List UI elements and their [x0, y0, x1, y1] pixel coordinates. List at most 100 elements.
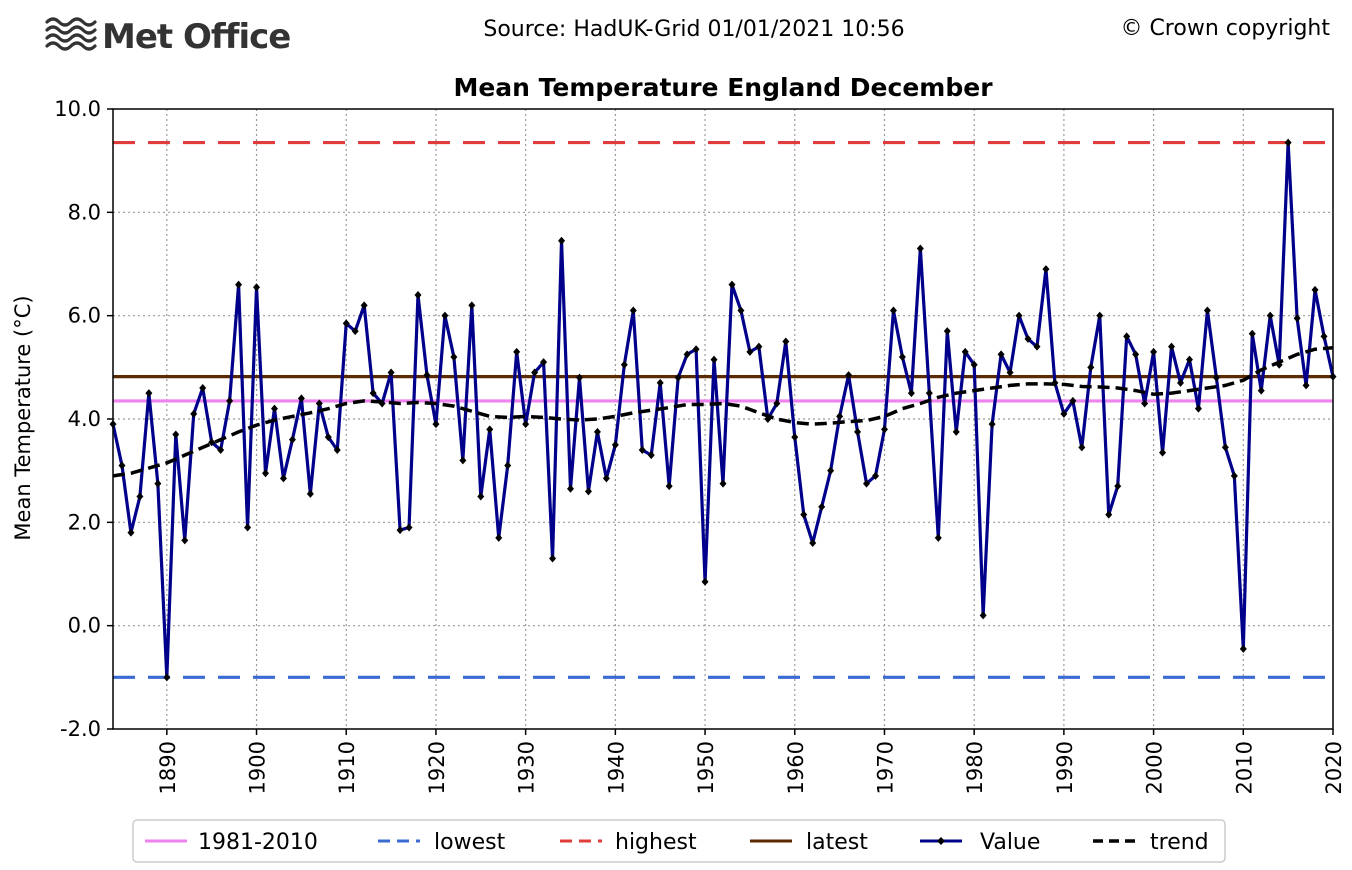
legend-label-baseline: 1981-2010	[198, 830, 318, 855]
value-point	[1123, 332, 1131, 341]
x-tick-label: 1990	[1053, 741, 1077, 794]
waves-icon	[45, 17, 97, 51]
legend-item-value: Value	[920, 830, 1040, 855]
value-point	[1033, 342, 1041, 351]
value-point	[279, 474, 287, 483]
value-point	[602, 474, 610, 483]
value-point	[163, 673, 171, 682]
value-point	[1230, 471, 1238, 480]
value-point	[181, 536, 189, 545]
value-point	[342, 319, 350, 328]
value-point	[387, 368, 395, 377]
value-point	[728, 280, 736, 289]
value-point	[262, 469, 269, 478]
value-point	[558, 236, 566, 245]
x-tick-label: 2020	[1322, 741, 1346, 794]
value-point	[1006, 368, 1014, 377]
value-point	[1087, 363, 1095, 372]
value-point	[656, 378, 664, 387]
value-point	[486, 425, 494, 434]
value-point	[809, 539, 817, 547]
value-point	[889, 306, 897, 315]
x-tick-label: 1960	[784, 741, 808, 794]
value-point	[1212, 373, 1220, 382]
x-tick-label: 1910	[335, 741, 359, 794]
legend-label-trend: trend	[1150, 830, 1209, 855]
value-point	[244, 523, 252, 532]
value-point	[270, 404, 278, 413]
value-point	[567, 484, 574, 493]
legend: 1981-2010 lowest highest latest Value tr…	[132, 819, 1226, 863]
value-point	[513, 347, 521, 356]
value-point	[719, 479, 727, 488]
value-point	[369, 389, 377, 398]
y-tick-label: 10.0	[54, 97, 101, 121]
value-point	[845, 371, 853, 380]
value-point	[154, 479, 162, 488]
y-tick-label: 4.0	[68, 407, 101, 431]
value-point	[1302, 381, 1310, 390]
value-point	[1042, 265, 1050, 274]
value-point	[549, 554, 557, 563]
value-point	[1105, 510, 1113, 519]
x-tick-label: 2010	[1232, 741, 1256, 794]
value-point	[952, 427, 960, 436]
value-point	[1266, 311, 1274, 320]
value-point	[333, 446, 341, 454]
value-point	[423, 371, 431, 380]
value-point	[665, 482, 673, 491]
value-point	[979, 611, 987, 620]
value-point	[1114, 482, 1122, 491]
value-point	[961, 347, 969, 356]
legend-item-baseline: 1981-2010	[145, 830, 318, 855]
x-tick-label: 1900	[246, 741, 270, 794]
value-point	[199, 384, 207, 392]
value-point	[315, 399, 323, 408]
value-point	[1320, 332, 1328, 341]
value-point	[1293, 314, 1301, 323]
value-point	[1132, 350, 1140, 359]
value-point	[898, 353, 906, 361]
copyright-text: © Crown copyright	[1120, 16, 1330, 41]
y-tick-label: 6.0	[68, 304, 101, 328]
value-point	[396, 526, 404, 535]
source-text: Source: HadUK-Grid 01/01/2021 10:56	[483, 17, 904, 42]
value-point	[925, 389, 933, 398]
value-point	[477, 492, 485, 501]
value-point	[459, 456, 467, 465]
value-point	[504, 461, 512, 470]
value-point	[629, 306, 637, 315]
legend-label-value: Value	[980, 830, 1040, 855]
legend-label-latest: latest	[806, 830, 868, 855]
value-point	[414, 291, 422, 299]
value-point	[674, 373, 682, 382]
value-point	[226, 396, 234, 405]
value-point	[611, 440, 619, 449]
value-point	[1177, 378, 1184, 387]
value-point	[136, 492, 144, 501]
chart-title: Mean Temperature England December	[453, 73, 993, 102]
series	[109, 138, 1337, 682]
value-series-line	[111, 140, 1335, 679]
value-point	[854, 427, 862, 436]
value-point	[593, 427, 601, 436]
x-tick-label: 1930	[515, 741, 539, 794]
value-point	[1015, 311, 1023, 320]
value-point	[701, 577, 709, 586]
value-point	[217, 446, 225, 454]
y-tick-label: 8.0	[68, 200, 101, 224]
value-point	[1024, 334, 1032, 343]
value-point	[773, 399, 781, 408]
value-point	[1096, 311, 1104, 320]
value-point	[324, 433, 332, 442]
value-point	[522, 420, 530, 429]
value-point	[710, 355, 718, 364]
value-point	[468, 301, 476, 310]
x-tick-label: 1980	[963, 741, 987, 794]
value-point	[1069, 396, 1077, 405]
brand-name: Met Office	[102, 17, 290, 57]
value-point	[1168, 342, 1176, 351]
value-point	[1078, 443, 1086, 452]
value-point	[118, 461, 126, 470]
